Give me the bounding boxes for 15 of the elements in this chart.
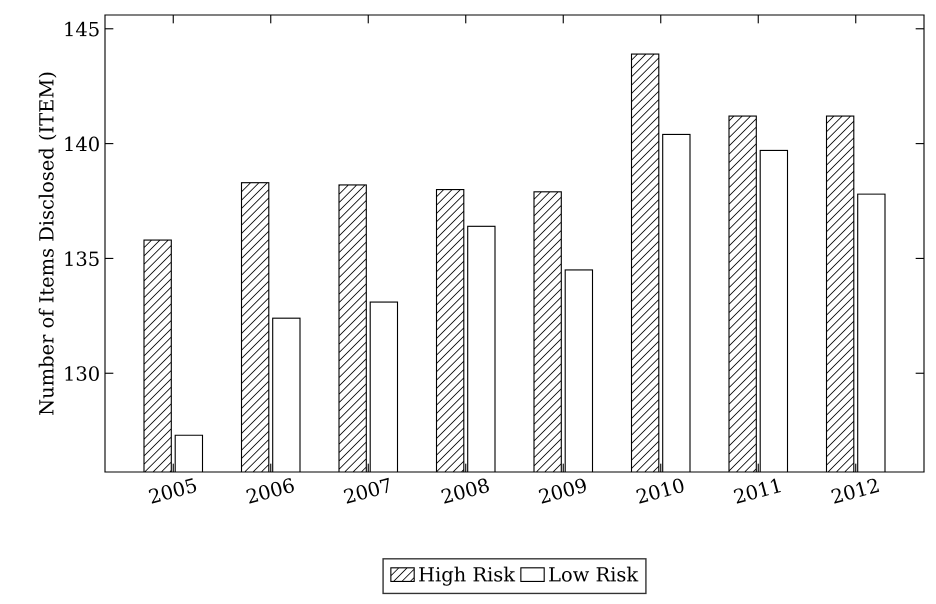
y-tick-label: 145 bbox=[65, 22, 99, 36]
x-tick-label: 2012 bbox=[830, 478, 880, 504]
x-tick-label: 2011 bbox=[733, 478, 781, 504]
x-tick-label: 2006 bbox=[246, 478, 295, 504]
y-tick-label: 130 bbox=[65, 366, 99, 381]
x-tick-label: 2008 bbox=[440, 478, 490, 504]
x-tick-label: 2009 bbox=[538, 478, 588, 504]
y-tick-label: 140 bbox=[65, 136, 99, 152]
x-tick-label: 2007 bbox=[343, 478, 392, 504]
x-tick-label: 2010 bbox=[636, 478, 685, 504]
x-tick-label: 2005 bbox=[148, 478, 198, 504]
legend-label: Low Risk bbox=[549, 566, 638, 582]
legend-label: High Risk bbox=[419, 566, 516, 586]
y-axis-title: Number of Items Disclosed (ITEM) bbox=[38, 72, 56, 415]
y-tick-label: 135 bbox=[65, 251, 99, 266]
